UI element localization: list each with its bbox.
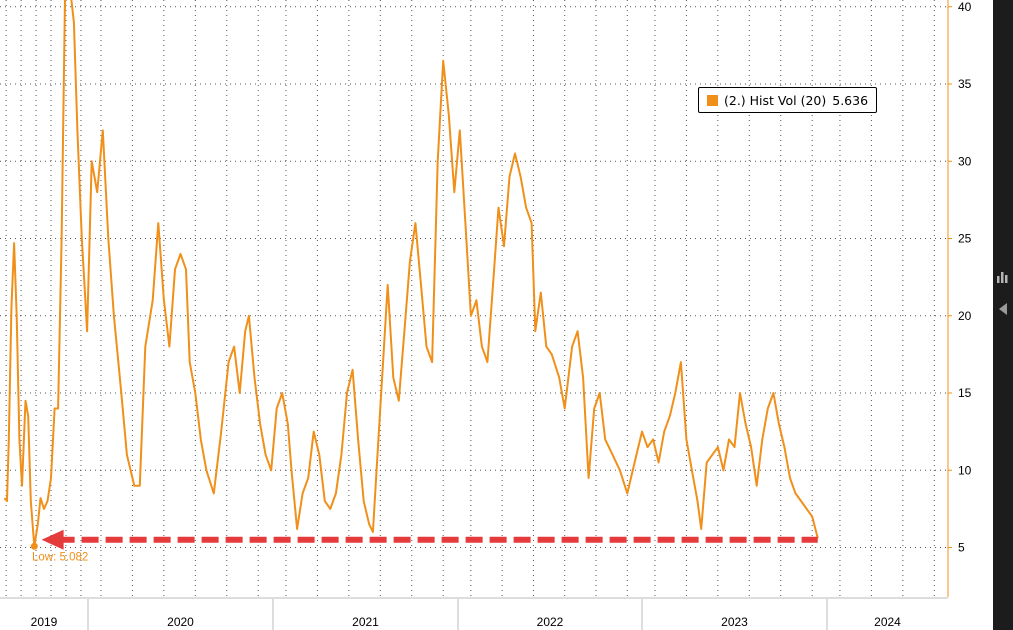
legend-value: 5.636	[832, 92, 869, 108]
series-layer	[3, 0, 819, 548]
x-tick-label: 2024	[874, 615, 901, 629]
bar-chart-icon[interactable]	[996, 270, 1010, 284]
x-tick-label: 2023	[721, 615, 748, 629]
y-tick-label: 10	[958, 463, 972, 477]
x-tick-label: 2021	[352, 615, 379, 629]
y-tick-label: 20	[958, 309, 972, 323]
gridlines	[0, 0, 948, 597]
collapse-arrow-icon[interactable]	[999, 303, 1007, 315]
annotations-layer: Low: 5.082	[30, 529, 818, 563]
axes: 5 10 15 20 25 30 35 40 2019 2020 2021 2022 2023 2024	[0, 0, 972, 630]
y-tick-label: 5	[958, 541, 965, 555]
low-label: Low: 5.082	[32, 551, 88, 563]
x-tick-label: 2019	[31, 615, 58, 629]
y-tick-label: 25	[958, 232, 972, 246]
y-tick-label: 40	[958, 0, 972, 14]
y-tick-label: 30	[958, 154, 972, 168]
y-tick-label: 35	[958, 77, 972, 91]
reference-arrowhead	[41, 529, 64, 550]
hist-vol-line	[3, 0, 819, 548]
x-tick-label: 2022	[537, 615, 564, 629]
low-marker	[30, 542, 38, 550]
x-tick-label: 2020	[167, 615, 194, 629]
legend-label: (2.) Hist Vol (20)	[724, 92, 827, 108]
legend: (2.) Hist Vol (20) 5.636	[698, 87, 878, 113]
y-tick-label: 15	[958, 386, 972, 400]
legend-swatch	[707, 94, 718, 106]
side-panel	[993, 0, 1013, 630]
